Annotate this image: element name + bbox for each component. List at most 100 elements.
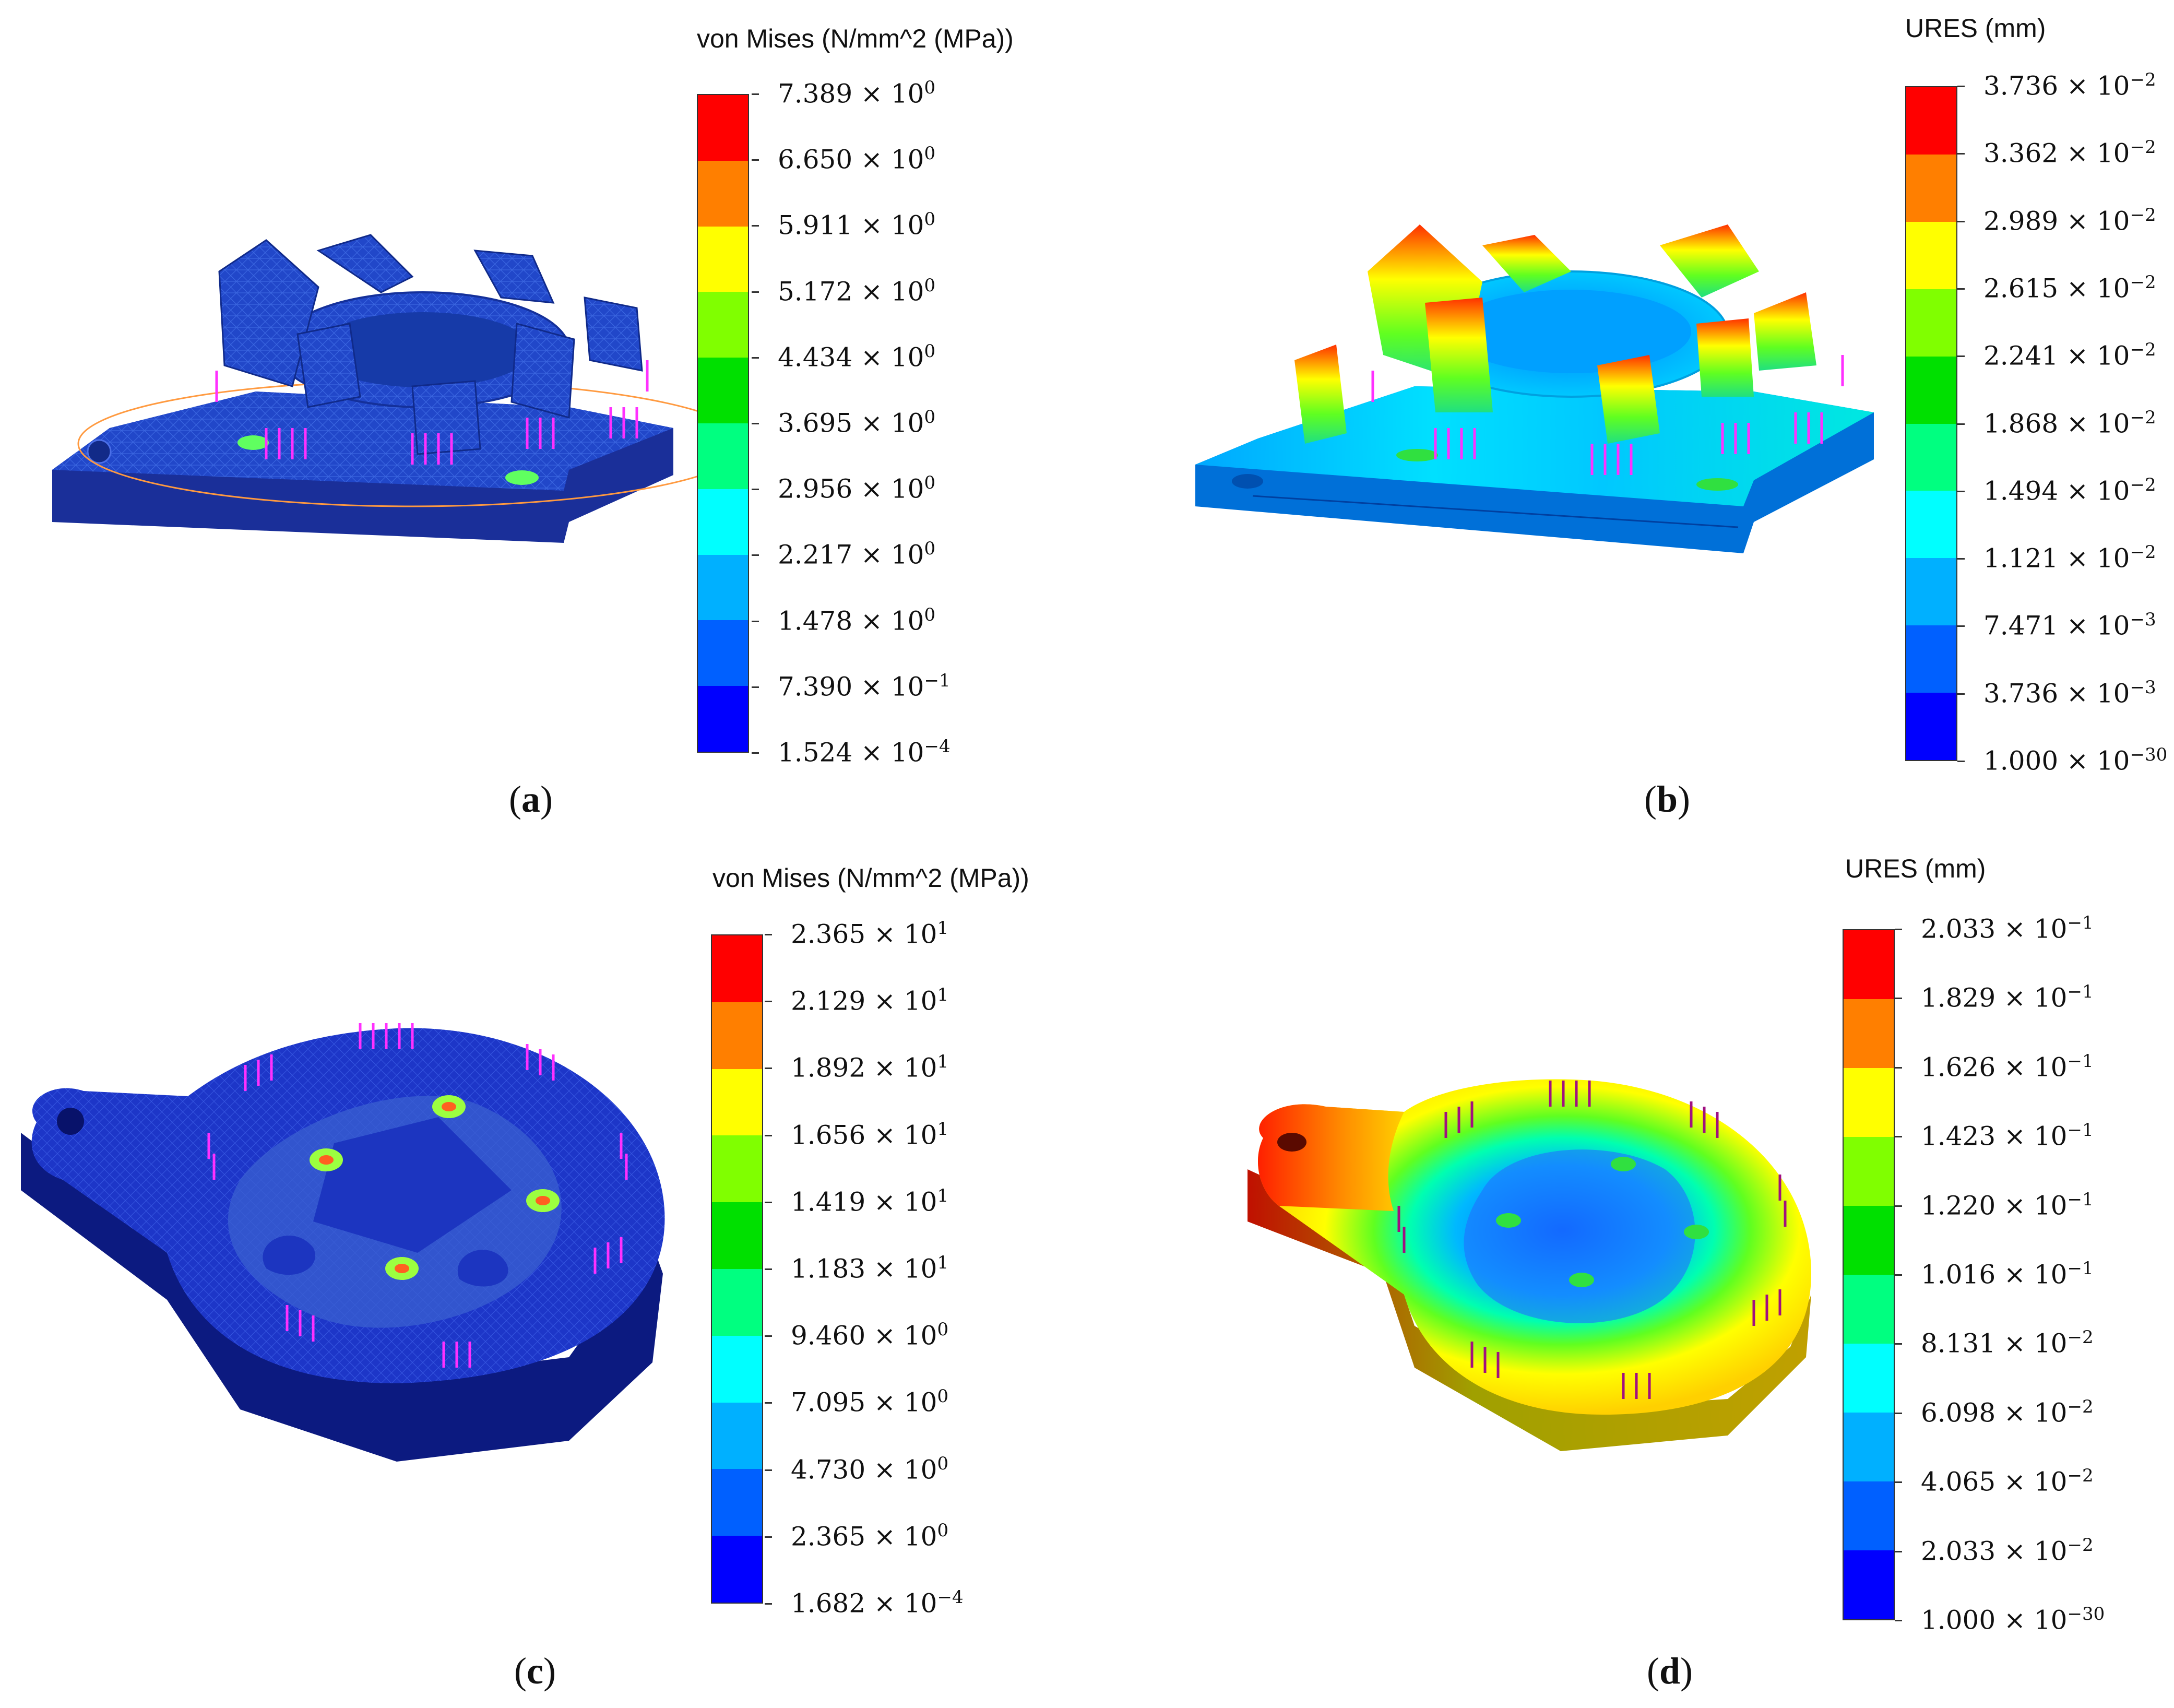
scale-label: 4.065 × 10−2 xyxy=(1921,1465,2094,1497)
legend-title-d: URES (mm) xyxy=(1845,854,1986,883)
scale-segment xyxy=(698,160,748,227)
scale-tick xyxy=(1895,1343,1902,1345)
scale-tick xyxy=(1895,1550,1902,1552)
scale-segment xyxy=(698,554,748,621)
scale-tick xyxy=(752,93,759,95)
scale-label-exponent: −1 xyxy=(2067,1120,2094,1141)
scale-tick xyxy=(765,1001,772,1003)
scale-segment xyxy=(1844,930,1894,999)
scale-tick xyxy=(1895,1205,1902,1207)
scale-label: 1.419 × 101 xyxy=(791,1185,948,1217)
scale-label: 6.098 × 10−2 xyxy=(1921,1396,2094,1428)
scale-label: 1.016 × 10−1 xyxy=(1921,1258,2094,1290)
scale-label: 9.460 × 100 xyxy=(791,1319,948,1351)
scale-label: 1.220 × 10−1 xyxy=(1921,1189,2094,1221)
caption-b: (b) xyxy=(1644,778,1691,820)
scale-segment xyxy=(1844,1275,1894,1344)
scale-label-exponent: −2 xyxy=(2130,204,2156,226)
caption-a: (a) xyxy=(509,778,553,820)
scale-label: 1.868 × 10−2 xyxy=(1983,407,2156,439)
scale-label-exponent: −1 xyxy=(2067,912,2094,933)
scale-label: 2.033 × 10−1 xyxy=(1921,912,2094,944)
scale-label: 3.362 × 10−2 xyxy=(1983,137,2156,169)
scale-label-exponent: −30 xyxy=(2067,1604,2105,1624)
scale-segment xyxy=(1906,356,1956,424)
scale-label: 2.365 × 101 xyxy=(791,918,948,950)
scale-segment xyxy=(712,1469,762,1536)
scale-label-exponent: −2 xyxy=(2130,542,2156,563)
scale-label-mantissa: 1.016 × 10 xyxy=(1921,1259,2068,1290)
scale-label-mantissa: 1.626 × 10 xyxy=(1921,1052,2068,1083)
scale-tick xyxy=(1957,625,1965,627)
scale-tick xyxy=(1895,1481,1902,1484)
scale-label-mantissa: 1.220 × 10 xyxy=(1921,1190,2068,1221)
scale-label: 1.423 × 10−1 xyxy=(1921,1120,2094,1152)
model-render-c xyxy=(21,1023,665,1462)
scale-label-exponent: −4 xyxy=(937,1587,964,1608)
scale-label-mantissa: 1.183 × 10 xyxy=(791,1253,937,1284)
scale-tick xyxy=(765,1068,772,1070)
caption-letter: c xyxy=(526,1650,543,1692)
scale-label-exponent: −1 xyxy=(2067,1189,2094,1210)
scale-tick xyxy=(765,1536,772,1538)
scale-label-exponent: 0 xyxy=(937,1319,949,1341)
scale-tick xyxy=(752,225,759,227)
scale-segment xyxy=(1906,87,1956,155)
scale-segment xyxy=(1906,693,1956,761)
scale-label: 2.129 × 101 xyxy=(791,985,948,1016)
scale-tick xyxy=(1957,86,1965,87)
scale-label-exponent: −4 xyxy=(924,736,951,757)
scale-tick xyxy=(1957,761,1965,762)
scale-segment xyxy=(712,1002,762,1069)
scale-label-exponent: 0 xyxy=(924,340,936,362)
scale-segment xyxy=(698,620,748,686)
scale-label: 1.183 × 101 xyxy=(791,1252,948,1284)
scale-label-exponent: −2 xyxy=(2130,271,2156,293)
scale-segment xyxy=(712,1268,762,1336)
scale-label-exponent: 0 xyxy=(924,275,936,296)
scale-tick xyxy=(1957,220,1965,222)
scale-label-mantissa: 2.129 × 10 xyxy=(791,986,937,1016)
scale-label: 1.682 × 10−4 xyxy=(791,1587,964,1619)
scale-label-exponent: −2 xyxy=(2130,474,2156,495)
scale-label: 1.892 × 101 xyxy=(791,1051,948,1083)
scale-segment xyxy=(1844,1550,1894,1619)
scale-segment xyxy=(698,292,748,358)
scale-label-mantissa: 1.121 × 10 xyxy=(1983,543,2130,574)
scale-label-mantissa: 1.494 × 10 xyxy=(1983,476,2130,506)
scale-label: 2.217 × 100 xyxy=(778,538,935,570)
legend-title-c: von Mises (N/mm^2 (MPa)) xyxy=(712,863,1029,893)
scale-segment xyxy=(698,226,748,292)
scale-label-mantissa: 7.095 × 10 xyxy=(791,1387,937,1418)
scale-label-mantissa: 1.419 × 10 xyxy=(791,1187,937,1217)
scale-label-mantissa: 6.098 × 10 xyxy=(1921,1397,2068,1428)
scale-label: 1.829 × 10−1 xyxy=(1921,981,2094,1013)
scale-label: 7.471 × 10−3 xyxy=(1983,609,2156,641)
scale-segment xyxy=(712,1402,762,1469)
scale-segment xyxy=(1844,1137,1894,1206)
scale-segment xyxy=(1844,1068,1894,1137)
scale-label-exponent: −1 xyxy=(2067,981,2094,1003)
scale-segment xyxy=(1906,423,1956,491)
scale-label-exponent: −2 xyxy=(2130,339,2156,361)
color-scale-bar-d xyxy=(1843,929,1895,1620)
scale-label: 8.131 × 10−2 xyxy=(1921,1327,2094,1359)
scale-label-exponent: 1 xyxy=(937,985,949,1006)
scale-label-exponent: −2 xyxy=(2067,1465,2094,1487)
scale-label-mantissa: 2.956 × 10 xyxy=(778,473,924,504)
scale-label-exponent: 0 xyxy=(924,77,936,98)
scale-tick xyxy=(752,423,759,424)
scale-segment xyxy=(698,686,748,752)
scale-label-exponent: −2 xyxy=(2130,407,2156,428)
scale-segment xyxy=(712,1202,762,1269)
scale-label-mantissa: 1.524 × 10 xyxy=(778,737,924,768)
scale-label-mantissa: 6.650 × 10 xyxy=(778,144,924,175)
scale-label: 5.172 × 100 xyxy=(778,275,935,307)
scale-label-mantissa: 2.615 × 10 xyxy=(1983,273,2130,304)
scale-segment xyxy=(1906,154,1956,222)
scale-tick xyxy=(752,357,759,359)
scale-segment xyxy=(1844,1481,1894,1550)
scale-label: 1.626 × 10−1 xyxy=(1921,1051,2094,1083)
color-scale-bar-a xyxy=(697,94,749,753)
scale-label-mantissa: 3.362 × 10 xyxy=(1983,138,2130,169)
